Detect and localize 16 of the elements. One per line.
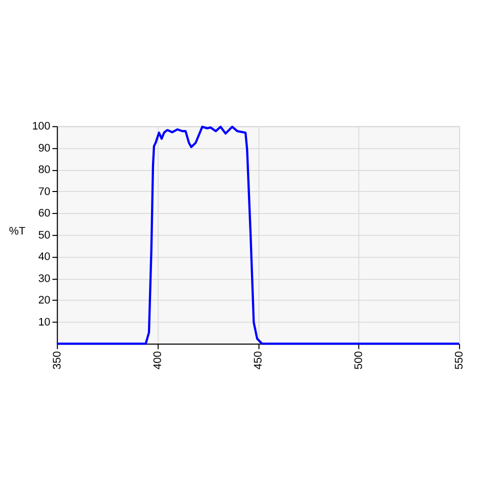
x-tick-label: 500	[352, 351, 365, 370]
y-tick-label: 80	[38, 164, 50, 176]
y-tick-label: 60	[38, 208, 50, 220]
x-tick-label: 450	[252, 351, 264, 370]
x-tick-label: 550	[454, 351, 466, 370]
y-tick-label: 40	[38, 251, 50, 264]
y-tick-label: 90	[38, 142, 50, 154]
y-tick-label: 50	[38, 229, 50, 242]
y-tick-label: 70	[38, 186, 50, 198]
x-tick-label: 350	[51, 351, 64, 370]
y-tick-label: 20	[38, 294, 50, 307]
y-axis-title: %T	[8, 225, 26, 238]
y-tick-label: 100	[32, 120, 50, 133]
x-tick-label: 400	[152, 351, 164, 370]
y-tick-label: 30	[38, 272, 50, 285]
y-tick-label: 10	[38, 316, 50, 328]
